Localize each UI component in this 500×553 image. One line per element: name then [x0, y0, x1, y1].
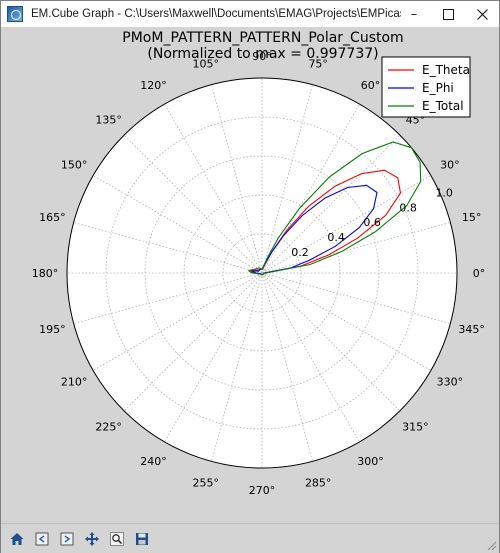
radial-tick-label: 0.4: [327, 231, 345, 244]
save-icon: [136, 532, 148, 545]
zoom-button[interactable]: [106, 528, 128, 550]
angular-gridline: [261, 272, 451, 324]
angular-gridline: [261, 84, 313, 274]
minimize-button[interactable]: –: [397, 1, 431, 27]
angular-gridline: [211, 272, 263, 462]
angular-gridline: [261, 175, 432, 274]
angle-tick-label: 330°: [437, 376, 464, 389]
angular-gridline: [261, 134, 401, 274]
resize-grip-icon[interactable]: [487, 541, 497, 551]
angular-gridline: [261, 272, 313, 462]
angle-tick-label: 165°: [39, 211, 66, 224]
window-title: EM.Cube Graph - C:\Users\Maxwell\Documen…: [31, 8, 401, 20]
zoom-icon: [110, 531, 124, 546]
polar-chart: PMoM_PATTERN_PATTERN_Polar_Custom (Norma…: [32, 30, 486, 497]
angle-tick-label: 150°: [61, 159, 88, 172]
radial-tick-label: 1.0: [435, 186, 453, 199]
angular-gridline: [92, 175, 263, 274]
chart-subtitle: (Normalized to max = 0.997737): [147, 46, 378, 62]
angle-tick-label: 120°: [140, 79, 167, 92]
angle-tick-label: 180°: [32, 267, 59, 280]
angle-tick-label: 240°: [140, 455, 167, 468]
angular-gridline: [261, 103, 360, 274]
angular-gridline: [261, 272, 360, 443]
angle-tick-label: 90°: [252, 50, 272, 63]
angle-tick-label: 270°: [249, 484, 276, 497]
angle-tick-label: 75°: [308, 57, 328, 70]
radial-gridline: [105, 116, 419, 430]
home-icon: [10, 532, 24, 545]
radial-tick-label: 0.8: [399, 201, 417, 214]
maximize-icon: [442, 8, 454, 20]
angular-gridline: [261, 272, 401, 412]
pan-button[interactable]: [81, 528, 103, 550]
angle-tick-label: 255°: [193, 477, 220, 490]
maximize-button[interactable]: [431, 1, 465, 27]
angle-tick-label: 135°: [95, 114, 122, 127]
angular-gridline: [211, 84, 263, 274]
save-button[interactable]: [131, 528, 153, 550]
forward-button[interactable]: [56, 528, 78, 550]
chart-title: PMoM_PATTERN_PATTERN_Polar_Custom: [122, 30, 403, 46]
angle-tick-label: 210°: [61, 376, 88, 389]
angle-tick-label: 225°: [95, 420, 122, 433]
angle-tick-label: 105°: [193, 57, 220, 70]
close-button[interactable]: [465, 1, 499, 27]
home-button[interactable]: [6, 528, 28, 550]
navigation-toolbar: [1, 523, 499, 553]
legend-label: E_Total: [422, 99, 464, 113]
legend-box: [381, 56, 471, 118]
angular-gridline: [261, 222, 451, 274]
angular-gridline: [164, 272, 263, 443]
angle-tick-label: 30°: [440, 159, 460, 172]
angular-gridline: [73, 272, 263, 324]
pan-icon: [85, 531, 99, 546]
angle-tick-label: 60°: [361, 79, 381, 92]
polar-frame: [66, 77, 458, 469]
angle-tick-label: 15°: [462, 211, 482, 224]
angle-tick-label: 195°: [39, 323, 66, 336]
angle-tick-label: 285°: [305, 477, 332, 490]
radial-tick-label: 0.2: [291, 246, 309, 259]
back-button[interactable]: [31, 528, 53, 550]
angular-gridline: [123, 134, 263, 274]
angle-tick-label: 300°: [357, 455, 384, 468]
angular-gridline: [261, 272, 432, 371]
forward-icon: [60, 532, 74, 545]
angular-gridline: [123, 272, 263, 412]
legend-label: E_Phi: [422, 81, 454, 95]
angular-gridline: [73, 222, 263, 274]
angle-tick-label: 0°: [473, 267, 486, 280]
plot-canvas[interactable]: PMoM_PATTERN_PATTERN_Polar_Custom (Norma…: [1, 27, 499, 523]
angle-tick-label: 345°: [458, 323, 485, 336]
minimize-icon: –: [410, 6, 418, 22]
series-line-e-total: [248, 141, 422, 276]
title-bar[interactable]: EM.Cube Graph - C:\Users\Maxwell\Documen…: [1, 1, 499, 27]
angular-gridline: [164, 103, 263, 274]
legend-label: E_Theta: [422, 63, 470, 77]
back-icon: [35, 532, 49, 545]
angular-gridline: [92, 272, 263, 371]
close-icon: [476, 8, 488, 20]
app-icon: [7, 6, 23, 22]
angle-tick-label: 315°: [402, 420, 429, 433]
radial-tick-label: 0.6: [363, 216, 381, 229]
